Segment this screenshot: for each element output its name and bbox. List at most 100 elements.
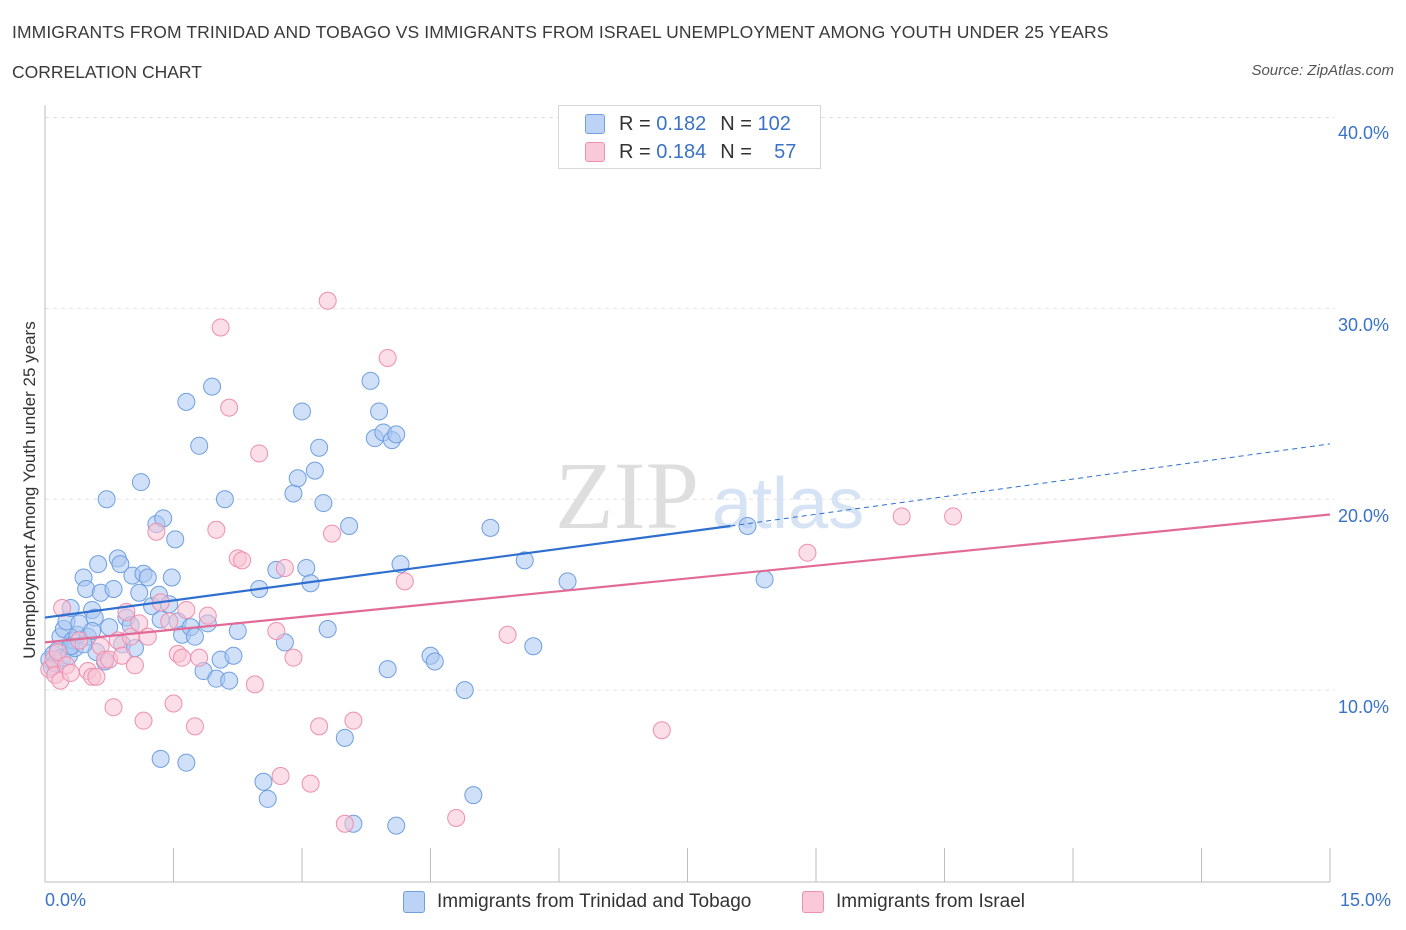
legend-r-value: 0.184 (656, 140, 707, 163)
data-point (515, 551, 534, 570)
data-point (288, 469, 307, 488)
data-point (151, 749, 170, 768)
stats-legend: R = 0.182 N = 102 R = 0.184 N = 57 (558, 105, 821, 169)
data-point (310, 717, 329, 736)
chart-title: IMMIGRANTS FROM TRINIDAD AND TOBAGO VS I… (12, 22, 1109, 42)
bottom-legend-label-trinidad: Immigrants from Trinidad and Tobago (437, 891, 752, 912)
data-point (130, 583, 149, 602)
legend-swatch-israel (585, 142, 605, 162)
legend-row-trinidad: R = 0.182 N = 102 (585, 111, 791, 137)
legend-swatch-trinidad (585, 114, 605, 134)
trend-line-israel (44, 513, 1331, 644)
legend-row-israel: R = 0.184 N = 57 (585, 139, 796, 165)
data-point (131, 473, 150, 492)
y-tick-label-20: 20.0% (1338, 506, 1390, 526)
x-tick-label-min: 0.0% (45, 890, 87, 910)
data-point (224, 646, 243, 665)
data-point (254, 772, 273, 791)
data-point (297, 558, 316, 577)
data-point (190, 648, 209, 667)
y-tick-label-30: 30.0% (1338, 315, 1390, 335)
legend-n-value: 57 (774, 140, 797, 163)
data-point (173, 648, 192, 667)
data-point (892, 507, 911, 526)
data-point (198, 606, 217, 625)
y-tick-label-40: 40.0% (1338, 123, 1390, 143)
trend-line-trinidad (44, 524, 731, 619)
data-point (652, 721, 671, 740)
watermark-zip: ZIP (555, 442, 699, 549)
watermark-atlas: atlas (712, 464, 864, 544)
data-point (370, 402, 389, 421)
data-point (162, 568, 181, 587)
data-point (177, 392, 196, 411)
legend-r-label: R = (619, 140, 651, 163)
data-point (166, 530, 185, 549)
data-point (250, 444, 269, 463)
watermark: ZIP atlas (555, 442, 864, 549)
data-point (190, 436, 209, 455)
series-israel (40, 291, 963, 833)
data-point (185, 717, 204, 736)
data-point (111, 555, 130, 574)
bottom-legend-israel: Immigrants from Israel (802, 888, 1025, 916)
data-point (220, 398, 239, 417)
data-point (267, 621, 286, 640)
data-point (134, 711, 153, 730)
data-point (340, 516, 359, 535)
data-point (498, 625, 517, 644)
data-point (211, 318, 230, 337)
data-point (160, 612, 179, 631)
data-point (944, 507, 963, 526)
data-point (425, 652, 444, 671)
bottom-legend-trinidad: Immigrants from Trinidad and Tobago (403, 888, 751, 916)
data-point (378, 660, 397, 679)
data-point (395, 572, 414, 591)
data-point (335, 728, 354, 747)
data-point (185, 627, 204, 646)
x-tick-label-max: 15.0% (1340, 890, 1392, 910)
data-point (203, 377, 222, 396)
data-point (284, 648, 303, 667)
data-point (310, 438, 329, 457)
data-point (318, 620, 337, 639)
series-trinidad (40, 371, 774, 835)
legend-r-value: 0.182 (656, 112, 707, 135)
y-tick-label-10: 10.0% (1338, 697, 1390, 717)
data-point (387, 425, 406, 444)
data-point (125, 656, 144, 675)
data-point (481, 518, 500, 537)
trend-lines (44, 443, 1331, 644)
data-point (305, 461, 324, 480)
data-point (233, 551, 252, 570)
data-point (322, 524, 341, 543)
data-point (89, 555, 108, 574)
data-point (83, 621, 102, 640)
data-point (798, 543, 817, 562)
data-point (284, 484, 303, 503)
legend-n-label: N = (720, 140, 752, 163)
bottom-legend-swatch-israel (802, 891, 824, 913)
chart-subtitle: CORRELATION CHART (12, 62, 202, 82)
data-point (387, 816, 406, 835)
data-point (207, 520, 226, 539)
data-point (177, 753, 196, 772)
y-axis-label: Unemployment Among Youth under 25 years (20, 321, 39, 659)
data-point (318, 291, 337, 310)
data-point (130, 614, 149, 633)
data-point (104, 579, 123, 598)
data-point (455, 681, 474, 700)
data-point (48, 642, 67, 661)
legend-n-value: 102 (757, 112, 791, 135)
legend-n-label: N = (720, 112, 752, 135)
data-point (558, 572, 577, 591)
data-point (258, 789, 277, 808)
data-point (104, 698, 123, 717)
data-point (271, 767, 290, 786)
data-point (113, 646, 132, 665)
data-point (220, 671, 239, 690)
data-point (301, 774, 320, 793)
data-point (293, 402, 311, 421)
data-point (464, 786, 483, 805)
data-point (164, 694, 183, 713)
